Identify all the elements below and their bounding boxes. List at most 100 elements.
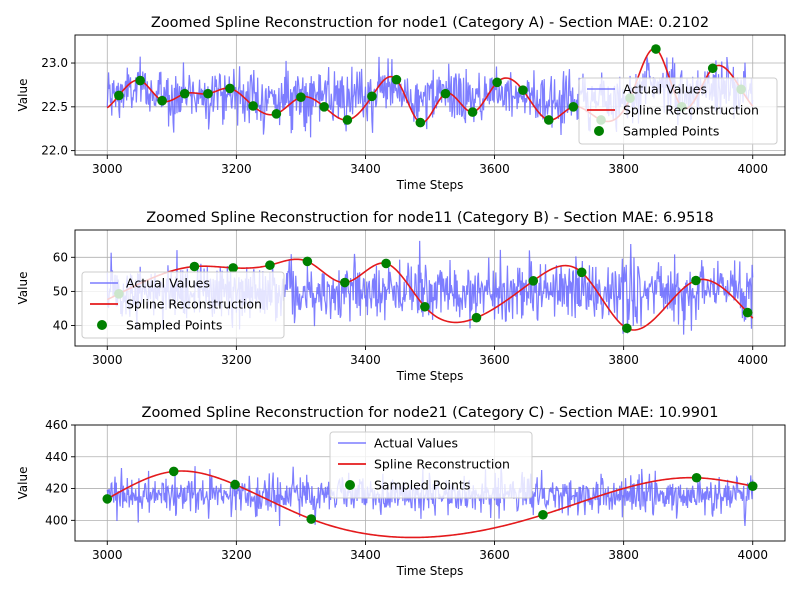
sampled-point — [225, 83, 235, 94]
y-tick-label: 22.5 — [41, 100, 68, 114]
legend-label-actual: Actual Values — [126, 276, 210, 291]
sampled-point — [228, 263, 238, 273]
legend-box — [81, 271, 285, 339]
x-tick-label: 3200 — [221, 353, 252, 367]
legend-box — [329, 431, 533, 499]
sampled-point — [538, 509, 548, 520]
x-tick-label: 3400 — [350, 162, 381, 176]
y-tick-label: 420 — [45, 482, 68, 496]
x-tick-label: 3800 — [608, 162, 639, 176]
chart-panel-1: Zoomed Spline Reconstruction for node1 (… — [16, 15, 786, 192]
x-tick-label: 4000 — [737, 353, 768, 367]
sampled-point — [135, 75, 145, 86]
sampled-point — [691, 472, 702, 483]
axes-frame — [74, 424, 786, 542]
sampled-point — [747, 481, 758, 491]
sampled-point — [415, 117, 426, 128]
sampled-point — [168, 466, 179, 477]
chart-panel-3: Zoomed Spline Reconstruction for node21 … — [16, 405, 786, 578]
legend: Actual Values Spline Reconstruction Sample… — [329, 431, 533, 499]
x-axis-label: Time Steps — [396, 178, 464, 192]
sampled-point — [296, 92, 306, 102]
y-tick-label: 23.0 — [41, 56, 68, 70]
legend-label-sampled: Sampled Points — [126, 318, 222, 333]
legend-label-spline: Spline Reconstruction — [374, 457, 510, 472]
legend-swatch-sampled — [345, 480, 355, 490]
spline-reconstruction-line — [106, 470, 753, 539]
sampled-point — [391, 74, 402, 85]
y-tick-label: 400 — [45, 513, 68, 527]
legend-label-sampled: Sampled Points — [623, 124, 719, 139]
sampled-points — [114, 256, 753, 334]
sampled-point — [381, 258, 391, 269]
sampled-point — [157, 95, 167, 106]
y-tick-label: 22.0 — [41, 144, 68, 158]
sampled-points — [102, 466, 758, 524]
legend-label-spline: Spline Reconstruction — [623, 103, 759, 118]
y-axis-label: Value — [16, 272, 30, 305]
spline-reconstruction-line — [106, 258, 754, 331]
x-tick-label: 3800 — [608, 353, 639, 367]
sampled-point — [265, 260, 275, 270]
y-tick-label: 440 — [45, 450, 68, 464]
sampled-point — [651, 44, 661, 54]
chart-title: Zoomed Spline Reconstruction for node21 … — [142, 405, 719, 421]
x-tick-label: 3000 — [92, 353, 123, 367]
legend: Actual Values Spline Reconstruction Sample… — [578, 77, 778, 145]
chart-title: Zoomed Spline Reconstruction for node11 … — [146, 210, 714, 226]
sampled-point — [467, 107, 478, 117]
x-tick-label: 3600 — [479, 548, 510, 562]
y-tick-label: 60 — [53, 250, 68, 264]
sampled-point — [742, 307, 753, 318]
sampled-point — [528, 276, 539, 286]
sampled-point — [420, 301, 430, 312]
sampled-point — [543, 115, 554, 125]
sampled-point — [248, 101, 258, 111]
sampled-point — [492, 77, 502, 88]
sampled-point — [230, 479, 240, 490]
legend-label-actual: Actual Values — [623, 82, 707, 97]
axes-frame — [74, 229, 786, 347]
sampled-point — [179, 88, 190, 99]
sampled-point — [319, 102, 329, 112]
sampled-point — [342, 115, 353, 125]
sampled-point — [518, 85, 528, 95]
sampled-point — [340, 277, 350, 288]
x-tick-label: 4000 — [737, 162, 768, 176]
x-tick-label: 3000 — [92, 162, 123, 176]
sampled-point — [691, 275, 701, 286]
x-tick-label: 3800 — [608, 548, 639, 562]
legend-label-actual: Actual Values — [374, 436, 458, 451]
legend-label-sampled: Sampled Points — [374, 478, 470, 493]
legend-swatch-sampled — [594, 126, 604, 136]
x-tick-label: 3400 — [350, 353, 381, 367]
x-axis-label: Time Steps — [396, 369, 464, 383]
sampled-point — [189, 261, 200, 272]
x-tick-label: 3600 — [479, 353, 510, 367]
chart-panel-2: Zoomed Spline Reconstruction for node11 … — [16, 210, 786, 383]
legend: Actual Values Spline Reconstruction Sample… — [81, 271, 285, 339]
x-tick-label: 3200 — [221, 548, 252, 562]
x-tick-label: 3200 — [221, 162, 252, 176]
chart-title: Zoomed Spline Reconstruction for node1 (… — [151, 15, 709, 31]
spline-reconstruction-line — [106, 47, 754, 124]
sampled-point — [271, 109, 282, 119]
sampled-point — [471, 312, 482, 323]
x-tick-label: 3400 — [350, 548, 381, 562]
x-axis-label: Time Steps — [396, 564, 464, 578]
y-tick-label: 50 — [53, 284, 68, 298]
sampled-point — [622, 323, 632, 334]
y-tick-label: 460 — [45, 418, 68, 432]
y-axis-label: Value — [16, 467, 30, 500]
legend-box — [578, 77, 778, 145]
x-tick-label: 3000 — [92, 548, 123, 562]
sampled-point — [306, 514, 317, 524]
sampled-point — [302, 256, 313, 267]
sampled-point — [367, 91, 377, 102]
x-tick-label: 4000 — [737, 548, 768, 562]
sampled-point — [576, 267, 587, 278]
legend-label-spline: Spline Reconstruction — [126, 297, 262, 312]
x-tick-label: 3600 — [479, 162, 510, 176]
sampled-point — [114, 90, 124, 101]
